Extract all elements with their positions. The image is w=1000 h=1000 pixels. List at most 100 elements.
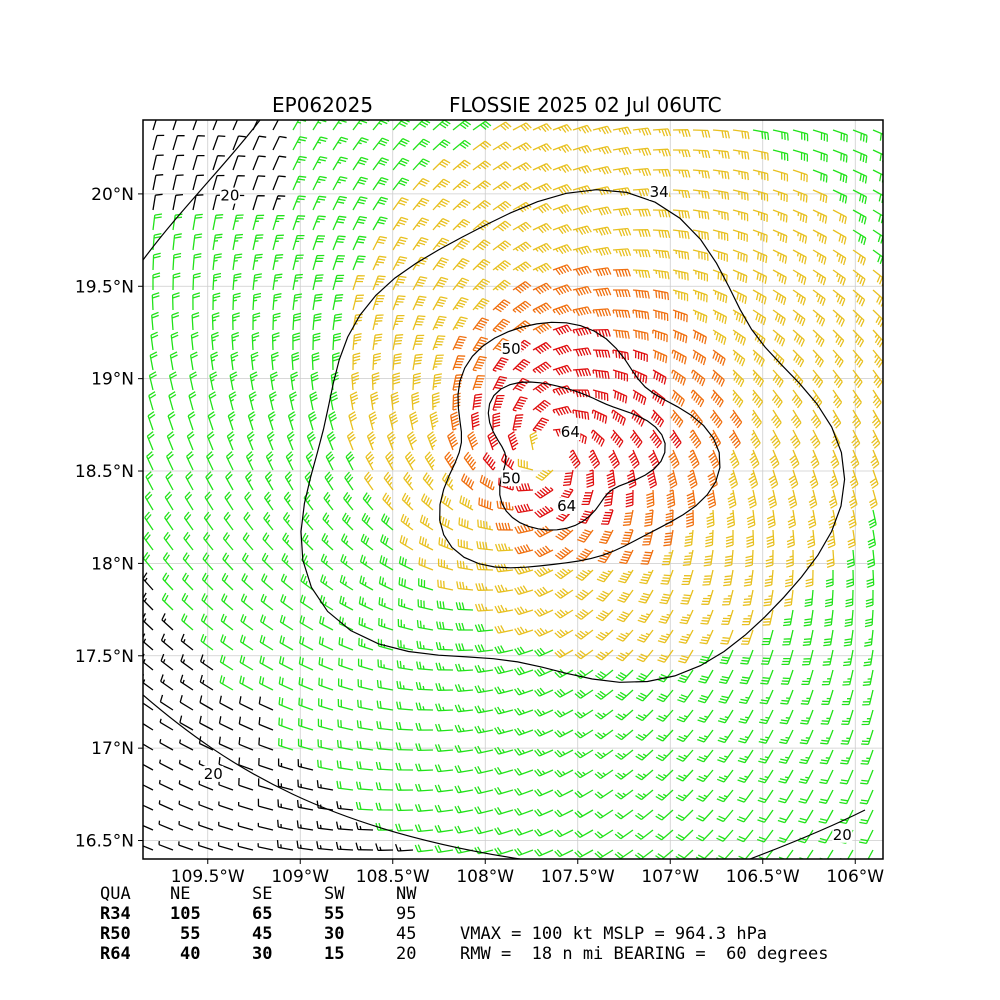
wind-barb xyxy=(432,315,447,331)
wind-barb xyxy=(629,429,643,449)
wind-barb xyxy=(872,389,882,409)
wind-barb xyxy=(574,769,594,779)
wind-barb xyxy=(203,511,214,531)
wind-barb xyxy=(298,697,314,711)
wind-barb xyxy=(261,573,274,591)
wind-barb xyxy=(572,285,592,297)
storm-id-title: EP062025 xyxy=(272,93,373,117)
wind-barb xyxy=(395,762,414,771)
wind-barb xyxy=(474,806,494,815)
wind-barb xyxy=(332,136,349,151)
wind-barb xyxy=(726,509,736,529)
wind-barb xyxy=(532,417,550,432)
wind-barb xyxy=(363,471,374,491)
wind-barb xyxy=(741,609,754,626)
wind-barb xyxy=(804,589,814,608)
wind-barb xyxy=(614,829,634,840)
wind-barb xyxy=(434,744,454,752)
wind-barb xyxy=(784,569,794,588)
wind-barb xyxy=(757,769,774,784)
wind-barb xyxy=(746,529,755,548)
wind-barb xyxy=(434,723,454,732)
wind-barb xyxy=(472,239,491,251)
wind-barb xyxy=(706,509,715,529)
wind-barb xyxy=(652,168,671,177)
wind-barb xyxy=(151,292,160,311)
contour-label: 64 xyxy=(557,497,576,515)
wind-barb xyxy=(575,569,594,581)
wind-barb xyxy=(444,451,457,471)
wind-barb xyxy=(700,609,714,625)
wind-barb xyxy=(701,589,714,605)
wind-barb xyxy=(632,289,650,299)
vmax-mslp-text: VMAX = 100 kt MSLP = 964.3 hPa xyxy=(460,924,767,944)
wind-barb xyxy=(212,292,221,311)
wind-barb xyxy=(232,233,244,251)
wind-barb xyxy=(416,620,434,631)
wind-barb xyxy=(357,658,374,671)
wind-barb xyxy=(306,431,316,451)
wind-barb xyxy=(843,629,854,647)
wind-barb xyxy=(258,757,274,771)
wind-barb xyxy=(192,174,204,191)
wind-barb xyxy=(718,669,734,685)
wind-barb xyxy=(852,369,863,389)
wind-barb xyxy=(472,140,492,151)
wind-barb xyxy=(437,558,454,571)
wind-barb xyxy=(676,709,694,723)
wind-barb xyxy=(316,780,334,791)
wind-barb xyxy=(844,609,854,628)
wind-barb xyxy=(612,329,630,339)
wind-barb xyxy=(209,371,218,391)
wind-barb xyxy=(472,298,490,311)
wind-barb xyxy=(201,593,214,611)
wind-barb xyxy=(212,214,224,231)
wind-barb xyxy=(677,689,694,703)
wind-barb xyxy=(864,609,874,628)
wind-barb xyxy=(434,764,454,773)
wind-barb xyxy=(706,489,717,509)
wind-barb xyxy=(595,609,614,622)
y-tick-label: 16.5°N xyxy=(75,832,134,852)
wind-barb xyxy=(283,491,294,511)
wind-barb xyxy=(672,329,688,344)
wind-barb xyxy=(390,391,400,411)
wind-barb xyxy=(415,743,434,752)
wind-barb xyxy=(452,179,471,191)
wind-barb xyxy=(867,529,877,549)
wind-barb xyxy=(752,149,769,161)
wind-barb xyxy=(478,497,494,511)
wind-barb xyxy=(160,674,174,691)
wind-barb xyxy=(392,177,410,191)
wind-barb xyxy=(494,584,514,593)
wind-barb xyxy=(534,808,554,817)
wind-barb xyxy=(338,657,354,671)
wind-barb xyxy=(792,189,808,203)
contour-label-bg xyxy=(203,765,224,782)
wind-barb xyxy=(392,216,409,231)
wind-barb xyxy=(771,409,782,429)
wind-barb xyxy=(859,809,874,825)
row-r34-label: R34 xyxy=(100,904,131,924)
wind-barb xyxy=(574,689,594,699)
wind-barb xyxy=(663,529,674,547)
y-tick-label: 17°N xyxy=(91,739,134,759)
wind-barb xyxy=(371,372,380,391)
wind-barb xyxy=(652,148,671,157)
wind-barb xyxy=(667,469,678,489)
wind-barb xyxy=(655,749,674,762)
wind-barb xyxy=(574,829,594,838)
wind-barb xyxy=(143,552,154,571)
wind-barb xyxy=(372,196,389,211)
wind-barb xyxy=(697,689,714,704)
wind-barb xyxy=(668,449,680,469)
wind-barb xyxy=(355,822,374,831)
wind-barb xyxy=(375,843,394,852)
wind-barb xyxy=(632,269,651,279)
wind-barb xyxy=(799,729,814,745)
wind-barb xyxy=(512,221,532,233)
wind-barb xyxy=(732,249,748,263)
wind-barb xyxy=(220,613,234,631)
wind-barb xyxy=(802,629,814,646)
wind-barb xyxy=(495,522,514,531)
